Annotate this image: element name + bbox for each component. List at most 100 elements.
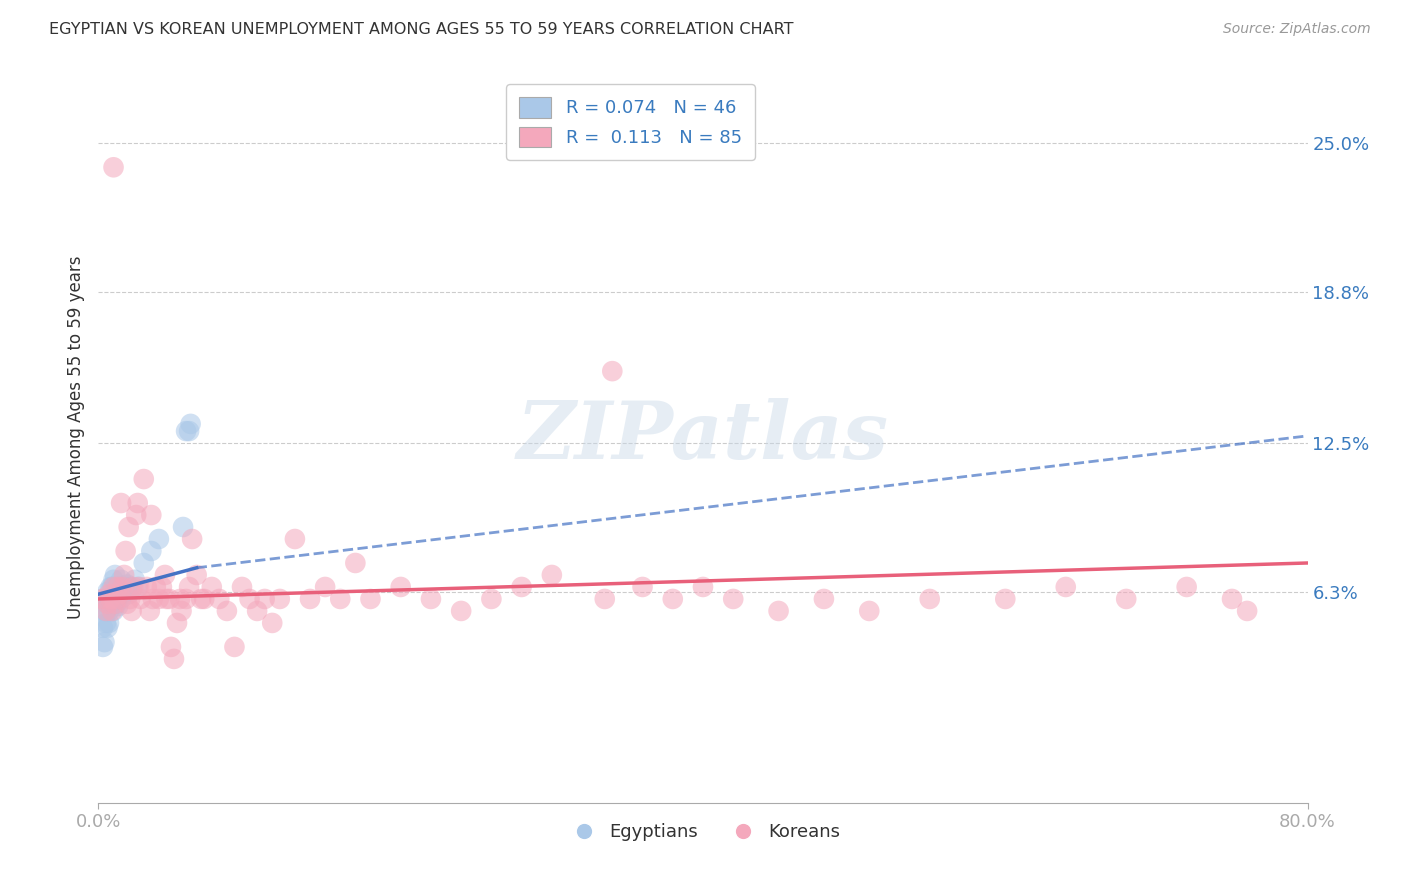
Point	[121, 582, 143, 597]
Point	[631, 580, 654, 594]
Text: ZIPatlas: ZIPatlas	[517, 399, 889, 475]
Point	[120, 591, 142, 606]
Point	[111, 582, 134, 597]
Point	[329, 591, 352, 606]
Point	[148, 591, 170, 606]
Point	[246, 604, 269, 618]
Point	[105, 597, 128, 611]
Point	[360, 591, 382, 606]
Point	[96, 584, 118, 599]
Point	[103, 161, 125, 175]
Point	[103, 591, 125, 606]
Y-axis label: Unemployment Among Ages 55 to 59 years: Unemployment Among Ages 55 to 59 years	[66, 255, 84, 619]
Point	[190, 591, 212, 606]
Point	[129, 591, 152, 606]
Point	[181, 532, 204, 546]
Point	[127, 580, 149, 594]
Point	[91, 621, 114, 635]
Point	[94, 604, 117, 618]
Point	[153, 568, 176, 582]
Point	[135, 580, 157, 594]
Point	[201, 580, 224, 594]
Point	[224, 640, 246, 654]
Point	[104, 587, 127, 601]
Point	[100, 591, 122, 606]
Point	[186, 568, 208, 582]
Point	[174, 591, 197, 606]
Point	[93, 635, 115, 649]
Point	[115, 577, 138, 591]
Legend: Egyptians, Koreans: Egyptians, Koreans	[558, 816, 848, 848]
Point	[114, 584, 136, 599]
Point	[163, 652, 186, 666]
Point	[692, 580, 714, 594]
Point	[103, 580, 125, 594]
Point	[208, 591, 231, 606]
Point	[118, 587, 141, 601]
Point	[1115, 591, 1137, 606]
Point	[344, 556, 367, 570]
Point	[111, 580, 134, 594]
Point	[112, 568, 135, 582]
Point	[813, 591, 835, 606]
Point	[1175, 580, 1198, 594]
Point	[120, 580, 142, 594]
Point	[150, 580, 173, 594]
Point	[602, 364, 624, 378]
Point	[994, 591, 1017, 606]
Point	[96, 597, 118, 611]
Point	[114, 544, 136, 558]
Point	[160, 640, 183, 654]
Point	[215, 604, 238, 618]
Point	[115, 597, 138, 611]
Point	[101, 591, 124, 606]
Point	[98, 591, 121, 606]
Point	[128, 580, 150, 594]
Point	[1054, 580, 1077, 594]
Point	[94, 591, 117, 606]
Point	[174, 424, 197, 438]
Point	[148, 532, 170, 546]
Point	[107, 584, 129, 599]
Point	[96, 621, 118, 635]
Point	[90, 591, 112, 606]
Point	[141, 508, 163, 522]
Point	[179, 424, 201, 438]
Point	[661, 591, 683, 606]
Point	[118, 520, 141, 534]
Point	[768, 604, 790, 618]
Point	[107, 599, 129, 614]
Point	[98, 615, 121, 630]
Point	[253, 591, 276, 606]
Point	[101, 604, 124, 618]
Point	[132, 472, 155, 486]
Point	[299, 591, 322, 606]
Point	[139, 604, 162, 618]
Point	[96, 597, 118, 611]
Point	[166, 615, 188, 630]
Point	[193, 591, 215, 606]
Point	[108, 580, 131, 594]
Point	[105, 591, 128, 606]
Point	[169, 591, 191, 606]
Point	[100, 580, 122, 594]
Point	[170, 604, 193, 618]
Text: Source: ZipAtlas.com: Source: ZipAtlas.com	[1223, 22, 1371, 37]
Point	[94, 615, 117, 630]
Point	[121, 604, 143, 618]
Point	[103, 573, 125, 587]
Point	[1236, 604, 1258, 618]
Point	[145, 580, 167, 594]
Point	[101, 580, 124, 594]
Point	[110, 496, 132, 510]
Point	[1220, 591, 1243, 606]
Point	[284, 532, 307, 546]
Point	[180, 417, 202, 431]
Point	[420, 591, 443, 606]
Point	[105, 580, 128, 594]
Text: EGYPTIAN VS KOREAN UNEMPLOYMENT AMONG AGES 55 TO 59 YEARS CORRELATION CHART: EGYPTIAN VS KOREAN UNEMPLOYMENT AMONG AG…	[49, 22, 794, 37]
Point	[142, 591, 165, 606]
Point	[314, 580, 336, 594]
Point	[450, 604, 472, 618]
Point	[918, 591, 941, 606]
